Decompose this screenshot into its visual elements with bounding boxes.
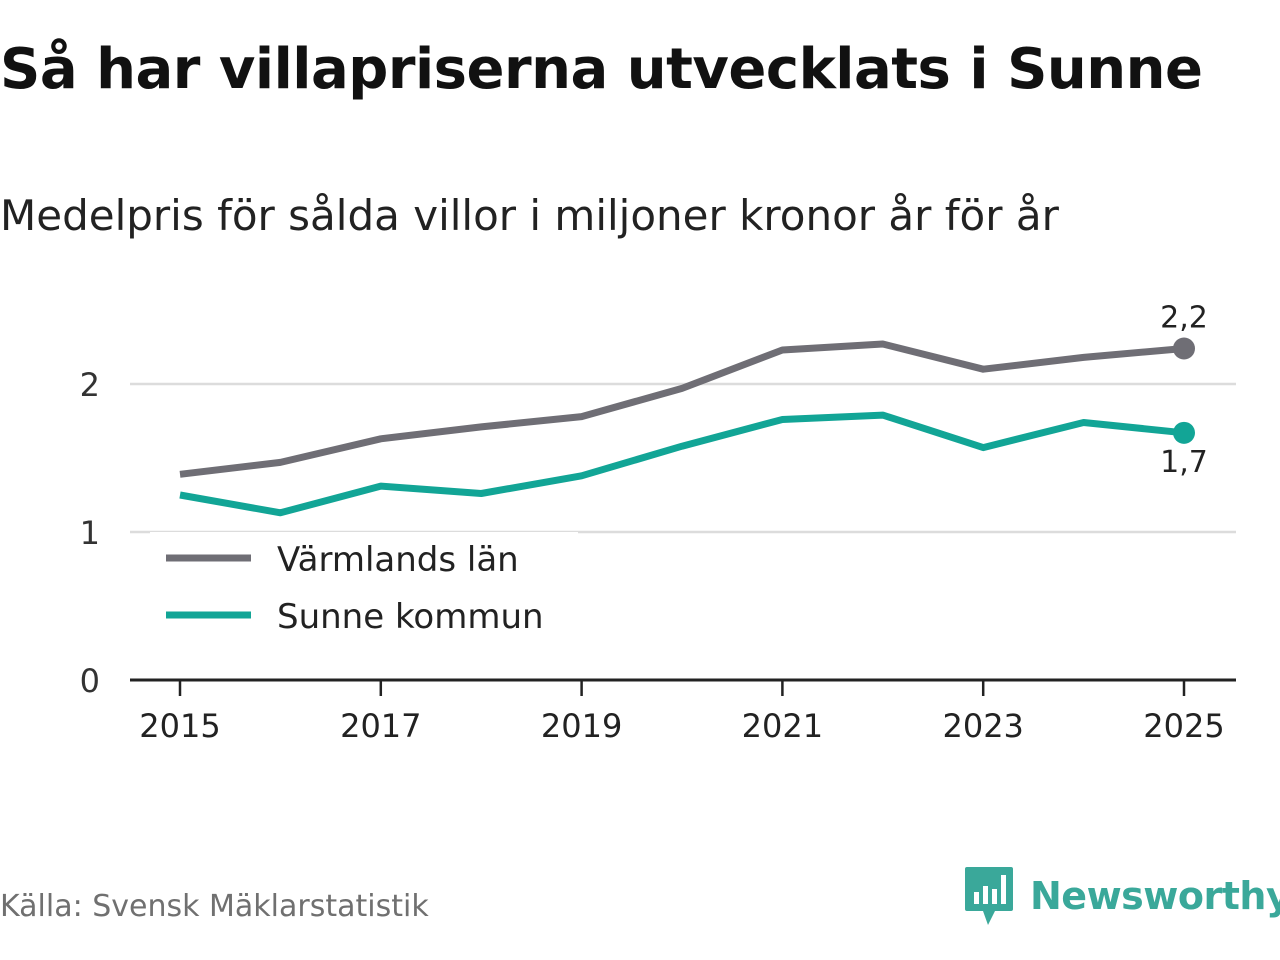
x-tick-label-2015: 2015	[139, 707, 220, 745]
y-tick-label-1: 1	[80, 514, 100, 552]
newsworthy-logo-icon	[964, 865, 1014, 927]
series-line-0	[180, 344, 1184, 474]
x-tick-label-2023: 2023	[942, 707, 1023, 745]
end-point-marker-0	[1173, 337, 1195, 359]
y-tick-label-2: 2	[80, 366, 100, 404]
legend: Värmlands län Sunne kommun	[150, 532, 578, 646]
x-tick-label-2019: 2019	[541, 707, 622, 745]
end-value-label-0: 2,2	[1160, 300, 1208, 335]
legend-label-1: Sunne kommun	[277, 597, 544, 637]
series-lines	[180, 344, 1184, 513]
newsworthy-logo: Newsworthy	[964, 864, 1280, 928]
x-tick-label-2025: 2025	[1143, 707, 1224, 745]
series-line-1	[180, 415, 1184, 513]
x-tick-label-2017: 2017	[340, 707, 421, 745]
legend-label-0: Värmlands län	[277, 540, 519, 580]
end-point-marker-1	[1173, 422, 1195, 444]
x-tick-label-2021: 2021	[742, 707, 823, 745]
end-value-label-1: 1,7	[1160, 445, 1208, 480]
x-axis: 2015 2017 2019 2021 2023 2025	[130, 680, 1236, 745]
y-tick-label-0: 0	[80, 662, 100, 700]
data-labels: 2,2 1,7	[1160, 300, 1208, 479]
newsworthy-logo-text: Newsworthy	[1030, 874, 1280, 918]
line-chart: 012 Värmlands länSunne kommun 2015 2017 20…	[0, 0, 1280, 960]
source-note: Källa: Svensk Mäklarstatistik	[0, 889, 429, 924]
